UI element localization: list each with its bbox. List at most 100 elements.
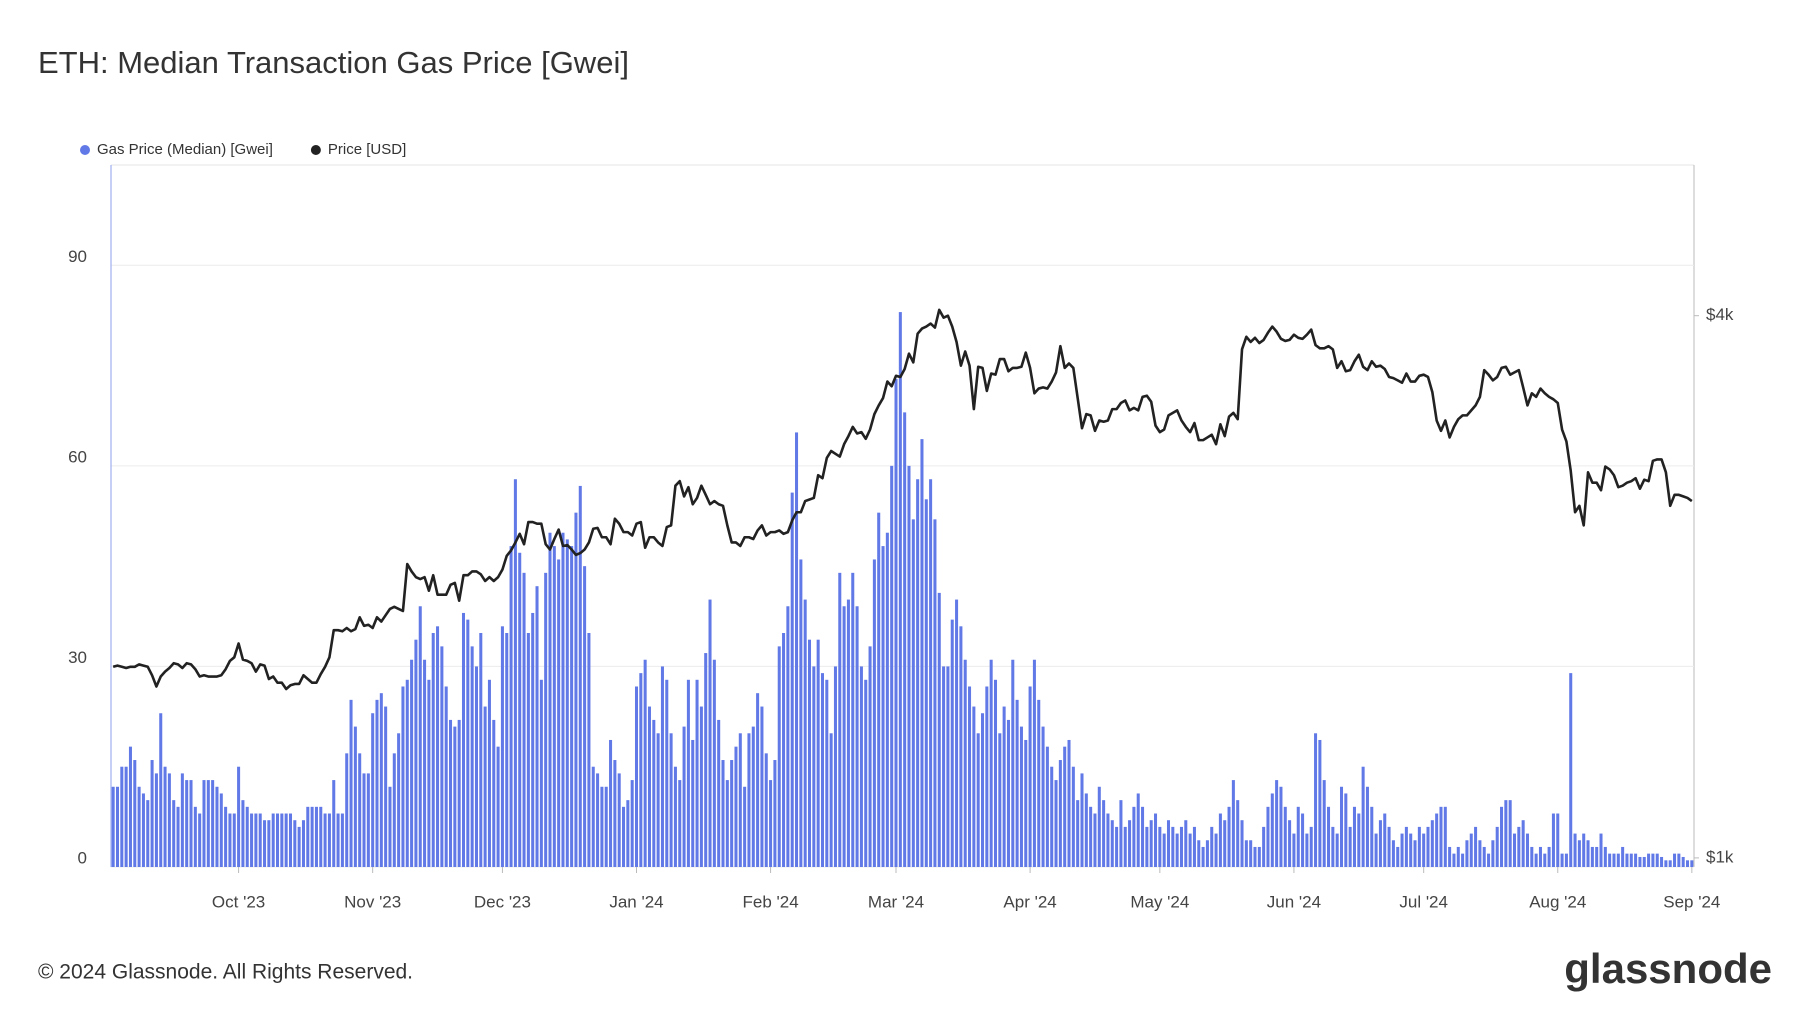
bar [232,813,236,867]
bar [1296,806,1300,867]
bar [154,773,158,867]
bar [916,479,920,867]
bar [583,566,587,867]
bar [1413,840,1417,867]
bar [1370,806,1374,867]
bar [1426,826,1430,867]
bar [1344,793,1348,867]
bar [557,559,561,867]
bar [695,679,699,867]
bar [1123,826,1127,867]
bar [1517,826,1521,867]
bar [1266,806,1270,867]
bar [907,465,911,867]
x-tick-label: Apr '24 [1003,892,1056,911]
bar [1192,826,1196,867]
bar [1244,840,1248,867]
bar [574,512,578,867]
bar [1179,826,1183,867]
bar [349,699,353,867]
bar [1270,793,1274,867]
bar [647,706,651,867]
bar [1223,820,1227,867]
bar [1231,780,1235,867]
bar [518,552,522,867]
bar [461,612,466,867]
bar [1361,766,1365,867]
bar [1452,853,1456,867]
bar [617,773,621,867]
bar [1175,833,1179,867]
bar [418,606,422,867]
bar [1071,766,1075,867]
bar [293,820,297,867]
bar [1595,846,1599,867]
bar [613,760,617,867]
bar [427,679,431,867]
bar [1430,820,1434,867]
bar [250,813,254,867]
bar [790,492,794,867]
bar [401,686,405,867]
bar [505,633,509,867]
bar [1482,846,1486,867]
bar [306,806,310,867]
bar [1673,853,1677,867]
bar [206,780,210,867]
bar [457,719,461,867]
bar [1582,833,1586,867]
bar [414,639,418,867]
bar [903,412,907,867]
bar [1664,860,1668,867]
bar [1642,856,1646,867]
bar [1668,860,1672,867]
bar [1305,833,1309,867]
bar [652,719,656,867]
bar [1119,800,1123,867]
bar [756,693,760,867]
bar [699,706,703,867]
bar [539,679,543,867]
y-tick-label: 0 [78,848,87,867]
bar [985,686,989,867]
bar [1538,846,1542,867]
bar [241,800,245,867]
bar [284,813,288,867]
bar [1629,853,1633,867]
bar [1422,833,1426,867]
bar [470,646,474,867]
bar [855,606,859,867]
bar [345,753,349,867]
bar [254,813,258,867]
bar [578,485,582,867]
bar [1573,833,1577,867]
bar [1218,813,1222,867]
bar [500,626,504,867]
bar [1197,840,1201,867]
bar [366,773,370,867]
bar [660,666,664,867]
bar [263,820,267,867]
bar [1357,813,1361,867]
bar [596,773,600,867]
bar [1634,853,1638,867]
bar [353,726,357,867]
bar [340,813,344,867]
bar [1050,766,1054,867]
x-tick-label: Mar '24 [868,892,924,911]
bar [1530,846,1534,867]
bar [942,666,946,867]
bar [258,813,262,867]
bar [665,679,669,867]
bar [219,793,223,867]
bar [1063,746,1067,867]
bar [288,813,293,867]
bar [877,512,881,867]
bar [1301,813,1305,867]
bar [1474,826,1478,867]
bar [656,733,660,867]
bar [1141,806,1145,867]
bar [1045,746,1049,867]
bar [816,639,820,867]
